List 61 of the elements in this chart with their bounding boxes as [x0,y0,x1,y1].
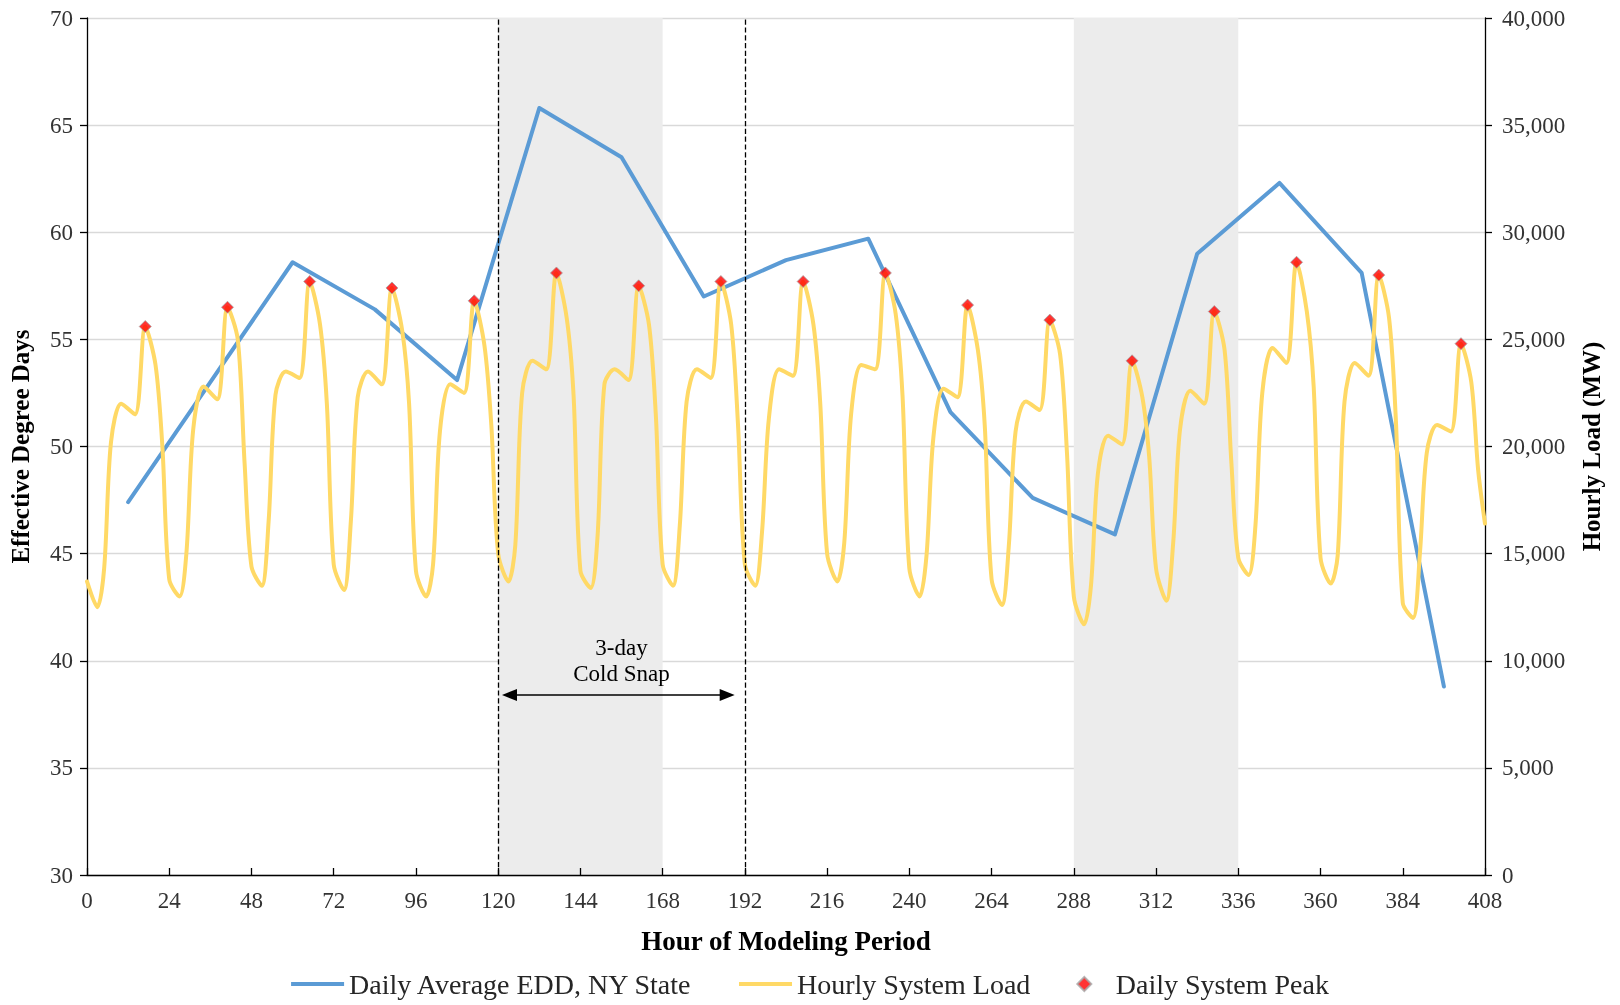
x-tick-label: 72 [322,888,346,913]
y-tick-label: 60 [50,219,73,245]
y2-tick-label: 5,000 [1502,755,1554,781]
x-tick-label: 288 [1056,888,1092,913]
legend-label: Hourly System Load [797,968,1031,1000]
line-series [126,105,1446,689]
y2-tick-label: 10,000 [1502,648,1566,674]
y-tick-label: 70 [50,5,73,31]
point [385,281,399,295]
x-tick-label: 264 [974,888,1010,913]
y-tick-label: 35 [50,755,73,781]
x-tick-label: 360 [1303,888,1338,913]
point [796,275,810,289]
point [1290,255,1304,269]
x-tick-label: 216 [809,888,845,913]
x-axis-title: Hour of Modeling Period [641,925,931,956]
y2-tick-label: 15,000 [1502,541,1566,567]
y-tick-label: 45 [50,541,73,567]
x-tick-label: 24 [157,888,182,913]
x-tick-label: 384 [1385,888,1421,913]
y-tick-label: 30 [50,862,73,888]
y-tick-label: 50 [50,434,73,459]
point [1454,337,1468,351]
y2-tick-label: 40,000 [1502,5,1566,31]
point [549,266,563,280]
x-tick-label: 240 [892,888,927,913]
point [303,275,317,289]
y2-tick-label: 25,000 [1502,326,1566,352]
x-tick-label: 312 [1138,888,1174,913]
y2-tick-label: 35,000 [1502,112,1566,138]
legend-label: Daily System Peak [1115,968,1329,1000]
y-tick-label: 55 [50,326,73,352]
x-tick-label: 0 [81,888,93,913]
x-tick-label: 336 [1221,888,1256,913]
x-tick-label: 192 [727,888,763,913]
y2-tick-label: 0 [1502,862,1514,888]
y2-tick-label: 20,000 [1502,434,1566,459]
y2-tick-label: 30,000 [1502,219,1566,245]
point [878,266,892,280]
point [961,298,975,312]
point [138,320,152,334]
point [632,279,646,293]
point [1207,305,1221,319]
point [220,300,234,314]
x-tick-label: 120 [480,888,516,913]
x-tick-label: 96 [404,888,428,913]
x-tick-label: 48 [239,888,263,913]
x-tick-label: 144 [563,888,599,913]
y-axis-title: Effective Degree Days [7,329,34,564]
point [714,275,728,289]
y-tick-label: 65 [50,112,73,138]
point [467,294,481,308]
x-tick-label: 168 [645,888,680,913]
point [1372,268,1386,282]
annotation: 3-day Cold Snap [573,635,670,688]
point [1125,354,1139,368]
legend-label: Daily Average EDD, NY State [349,968,691,1000]
point [1043,313,1057,327]
x-tick-label: 408 [1467,888,1503,913]
y-tick-label: 40 [50,648,73,674]
y2-axis-title: Hourly Load (MW) [1578,341,1606,552]
